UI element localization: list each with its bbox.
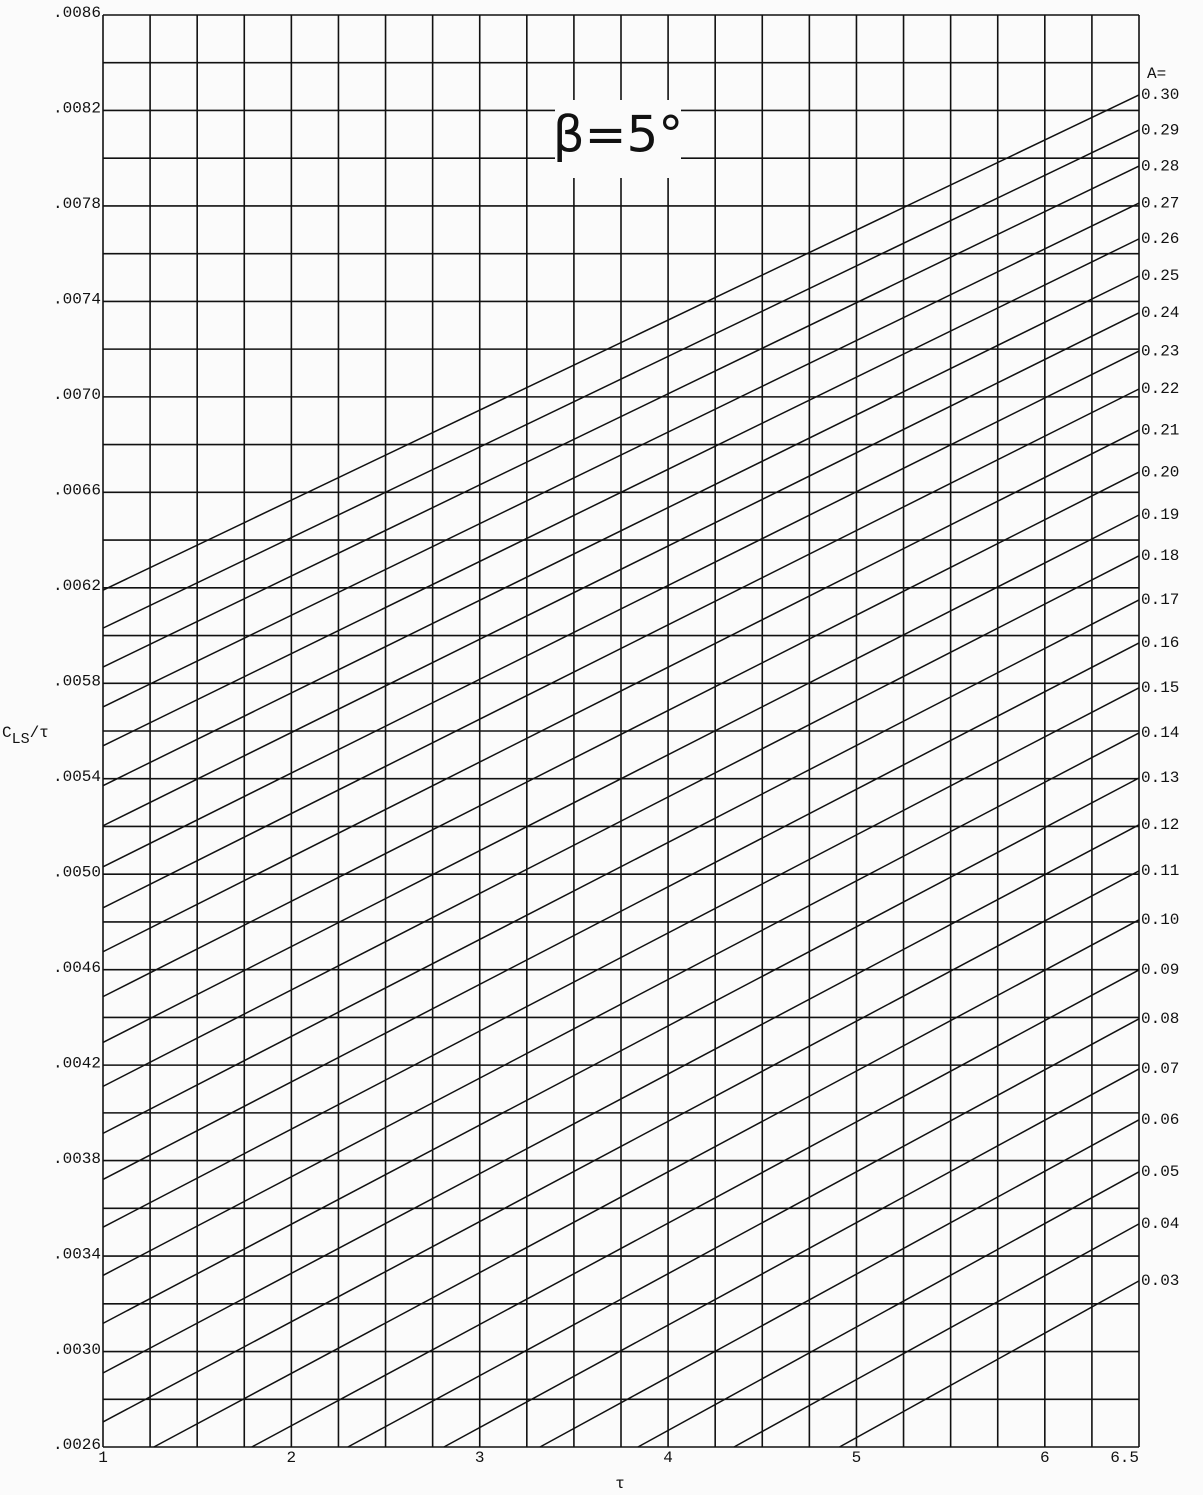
legend-label: 0.07 xyxy=(1141,1060,1179,1078)
curve xyxy=(102,429,1140,953)
y-tick-label: .0074 xyxy=(53,291,101,309)
legend-label: 0.09 xyxy=(1141,961,1179,979)
legend-label: 0.10 xyxy=(1141,911,1179,929)
curve xyxy=(153,919,1140,1448)
x-tick-label: 2 xyxy=(287,1449,297,1467)
curve xyxy=(102,129,1140,629)
legend-label: 0.11 xyxy=(1141,862,1179,880)
legend-label: 0.03 xyxy=(1141,1272,1179,1290)
legend-label: 0.26 xyxy=(1141,230,1179,248)
y-tick-label: .0050 xyxy=(53,863,101,881)
legend-label: 0.17 xyxy=(1141,591,1179,609)
legend-label: 0.21 xyxy=(1141,421,1179,439)
y-tick-label: .0058 xyxy=(53,672,101,690)
curve xyxy=(102,388,1140,909)
legend-label: 0.16 xyxy=(1141,634,1179,652)
x-tick-label: 5 xyxy=(852,1449,862,1467)
legend-label: 0.18 xyxy=(1141,547,1179,565)
y-axis-label: CLS/τ xyxy=(2,724,49,748)
legend-label: 0.04 xyxy=(1141,1215,1179,1233)
curve xyxy=(347,1018,1140,1448)
legend-label: 0.24 xyxy=(1141,304,1179,322)
curve xyxy=(102,514,1140,1044)
y-tick-label: .0030 xyxy=(53,1341,101,1359)
chart-title: β=5° xyxy=(553,106,684,164)
y-tick-label: .0046 xyxy=(53,959,101,977)
curve xyxy=(102,732,1140,1277)
legend-label: 0.29 xyxy=(1141,121,1179,139)
x-axis-label: τ xyxy=(615,1475,625,1493)
y-tick-label: .0086 xyxy=(53,4,101,22)
curve xyxy=(102,870,1140,1423)
curve xyxy=(102,94,1140,591)
legend-label: 0.05 xyxy=(1141,1163,1179,1181)
curve xyxy=(102,202,1140,708)
curve xyxy=(539,1119,1140,1448)
curve xyxy=(102,350,1140,868)
legend-label: 0.19 xyxy=(1141,506,1179,524)
x-tick-label: 6.5 xyxy=(1110,1449,1139,1467)
legend-label: 0.06 xyxy=(1141,1111,1179,1129)
curve xyxy=(102,599,1140,1135)
y-tick-label: .0026 xyxy=(53,1436,101,1454)
curve xyxy=(102,238,1140,747)
curve xyxy=(839,1280,1140,1448)
curve xyxy=(102,824,1140,1374)
y-tick-label: .0042 xyxy=(53,1054,101,1072)
legend-label: 0.30 xyxy=(1141,86,1179,104)
y-tick-label: .0054 xyxy=(53,768,101,786)
legend-label: 0.22 xyxy=(1141,380,1179,398)
y-axis-label-part: LS xyxy=(12,731,30,748)
curve xyxy=(102,275,1140,787)
curve xyxy=(733,1223,1140,1448)
y-tick-label: .0034 xyxy=(53,1245,101,1263)
y-tick-label: .0066 xyxy=(53,482,101,500)
curve xyxy=(102,165,1140,668)
curve xyxy=(102,777,1140,1325)
x-tick-label: 6 xyxy=(1040,1449,1050,1467)
legend-label: 0.23 xyxy=(1141,342,1179,360)
x-tick-label: 4 xyxy=(663,1449,673,1467)
y-tick-label: .0062 xyxy=(53,577,101,595)
legend-label: 0.15 xyxy=(1141,679,1179,697)
curve xyxy=(102,555,1140,1088)
curve xyxy=(102,642,1140,1181)
x-tick-label: 3 xyxy=(475,1449,485,1467)
curve xyxy=(102,471,1140,998)
curve xyxy=(443,1068,1140,1448)
x-tick-label: 1 xyxy=(98,1449,108,1467)
curve xyxy=(102,687,1140,1228)
legend-title: A= xyxy=(1147,65,1166,83)
legend-label: 0.13 xyxy=(1141,769,1179,787)
legend-label: 0.12 xyxy=(1141,816,1179,834)
legend-label: 0.28 xyxy=(1141,157,1179,175)
curve xyxy=(102,312,1140,827)
legend-label: 0.14 xyxy=(1141,724,1179,742)
title-box xyxy=(555,100,681,178)
curve xyxy=(251,969,1140,1448)
curve xyxy=(637,1171,1140,1448)
legend-label: 0.25 xyxy=(1141,267,1179,285)
y-axis-label-part: C xyxy=(2,724,12,742)
legend-label: 0.20 xyxy=(1141,463,1179,481)
y-tick-label: .0082 xyxy=(53,100,101,118)
y-axis-label-part: /τ xyxy=(30,724,49,742)
y-tick-label: .0078 xyxy=(53,195,101,213)
legend-label: 0.27 xyxy=(1141,194,1179,212)
y-tick-label: .0038 xyxy=(53,1150,101,1168)
legend-label: 0.08 xyxy=(1141,1010,1179,1028)
y-tick-label: .0070 xyxy=(53,386,101,404)
